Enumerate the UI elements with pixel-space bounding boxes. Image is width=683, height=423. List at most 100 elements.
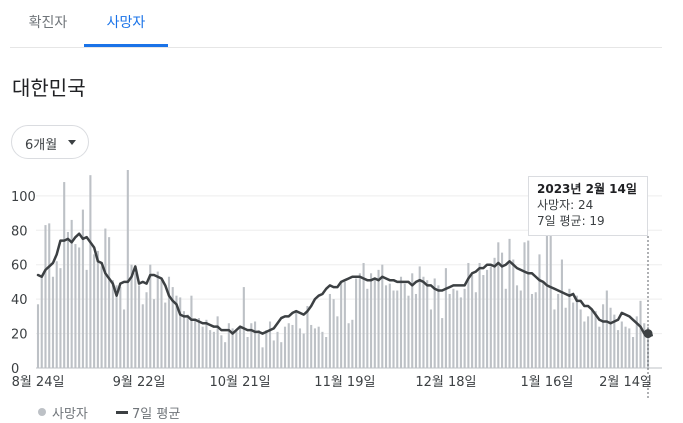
deaths-bar (414, 293, 418, 368)
deaths-bar (340, 281, 343, 368)
deaths-bar (137, 285, 141, 368)
deaths-bar (598, 326, 601, 368)
deaths-bar (167, 276, 171, 368)
deaths-bar (265, 330, 268, 368)
deaths-bar (617, 330, 620, 368)
deaths-bar (605, 290, 608, 368)
deaths-bar (631, 337, 635, 368)
y-tick-label: 20 (11, 328, 28, 343)
legend-deaths: 사망자 (38, 403, 88, 422)
deaths-bar (474, 292, 477, 368)
range-dropdown-button[interactable]: 6개월 (11, 125, 89, 159)
deaths-bar (523, 242, 526, 368)
deaths-bar (175, 295, 178, 368)
tab-confirmed[interactable]: 확진자 (28, 15, 68, 31)
deaths-bar (295, 311, 298, 368)
deaths-bar (89, 175, 92, 368)
deaths-bar (246, 337, 249, 368)
deaths-bar (549, 235, 552, 368)
deaths-bar (347, 323, 350, 368)
deaths-bar (441, 318, 444, 368)
deaths-bar (179, 297, 182, 368)
deaths-bar (55, 261, 58, 368)
deaths-bar (437, 285, 440, 368)
deaths-bar (646, 326, 650, 368)
legend-average-label: 7일 평균 (132, 407, 181, 422)
deaths-bar (493, 257, 496, 368)
deaths-bar (212, 331, 215, 368)
deaths-bar (486, 269, 489, 368)
deaths-bar (497, 242, 500, 368)
deaths-bar (433, 278, 436, 368)
deaths-bar (572, 302, 575, 368)
deaths-bar (201, 326, 204, 368)
deaths-bar (396, 290, 399, 368)
deaths-bar (489, 266, 492, 368)
deaths-bar (512, 259, 515, 368)
deaths-bar (411, 273, 414, 368)
deaths-bar (587, 316, 590, 368)
deaths-bar (336, 316, 339, 368)
tab-deaths[interactable]: 사망자 (84, 0, 168, 47)
deaths-bar (209, 330, 212, 368)
deaths-bar (448, 293, 451, 368)
deaths-bar (126, 170, 129, 368)
deaths-bar (459, 297, 462, 368)
deaths-bar (564, 307, 567, 368)
deaths-bar (48, 223, 51, 368)
deaths-bar (515, 285, 519, 368)
deaths-bar (456, 290, 459, 368)
deaths-bar (366, 288, 369, 368)
deaths-bar (164, 302, 167, 368)
deaths-bar (298, 328, 302, 368)
deaths-bar (190, 295, 193, 368)
deaths-bar (44, 225, 47, 368)
deaths-bar (553, 309, 556, 368)
x-tick-label: 10월 21일 (210, 375, 271, 390)
deaths-bar (542, 281, 545, 368)
deaths-bar (609, 307, 612, 368)
deaths-bar (152, 299, 156, 368)
deaths-bar (85, 269, 88, 368)
deaths-bar (197, 318, 200, 368)
hover-point (643, 329, 653, 339)
deaths-bar (134, 273, 137, 368)
range-dropdown-label: 6개월 (25, 138, 58, 153)
deaths-bar (66, 231, 69, 368)
x-tick-label: 8월 24일 (12, 375, 65, 390)
deaths-bar (620, 321, 623, 368)
deaths-bar (257, 330, 260, 368)
deaths-bar (463, 288, 466, 368)
deaths-bar (527, 240, 530, 368)
deaths-bar (115, 285, 118, 368)
region-title: 대한민국 (12, 76, 86, 100)
deaths-bar (149, 264, 152, 368)
deaths-bar (111, 280, 114, 368)
deaths-bar (280, 342, 283, 368)
deaths-bar (239, 328, 242, 368)
tooltip-date: 2023년 2월 14일 (537, 182, 637, 196)
deaths-bar (216, 316, 219, 368)
deaths-bar (291, 324, 294, 368)
deaths-bar (261, 347, 264, 368)
deaths-bar (227, 323, 230, 368)
caret-down-icon (68, 140, 76, 145)
deaths-bar (145, 292, 148, 368)
y-tick-label: 60 (11, 259, 28, 274)
y-tick-label: 0 (11, 362, 19, 377)
deaths-bar (81, 209, 84, 368)
legend-line-icon (116, 411, 128, 414)
x-tick-label: 9월 22일 (113, 375, 166, 390)
deaths-bar (63, 182, 66, 368)
deaths-bar (583, 321, 586, 368)
deaths-bar (403, 283, 406, 368)
y-tick-label: 100 (11, 190, 36, 205)
deaths-bar (254, 321, 257, 368)
x-tick-label: 11월 19일 (314, 375, 375, 390)
deaths-bar (362, 262, 365, 368)
deaths-bar (205, 319, 208, 368)
legend-average: 7일 평균 (116, 403, 180, 422)
deaths-bar (418, 266, 421, 368)
deaths-bar (287, 323, 290, 368)
